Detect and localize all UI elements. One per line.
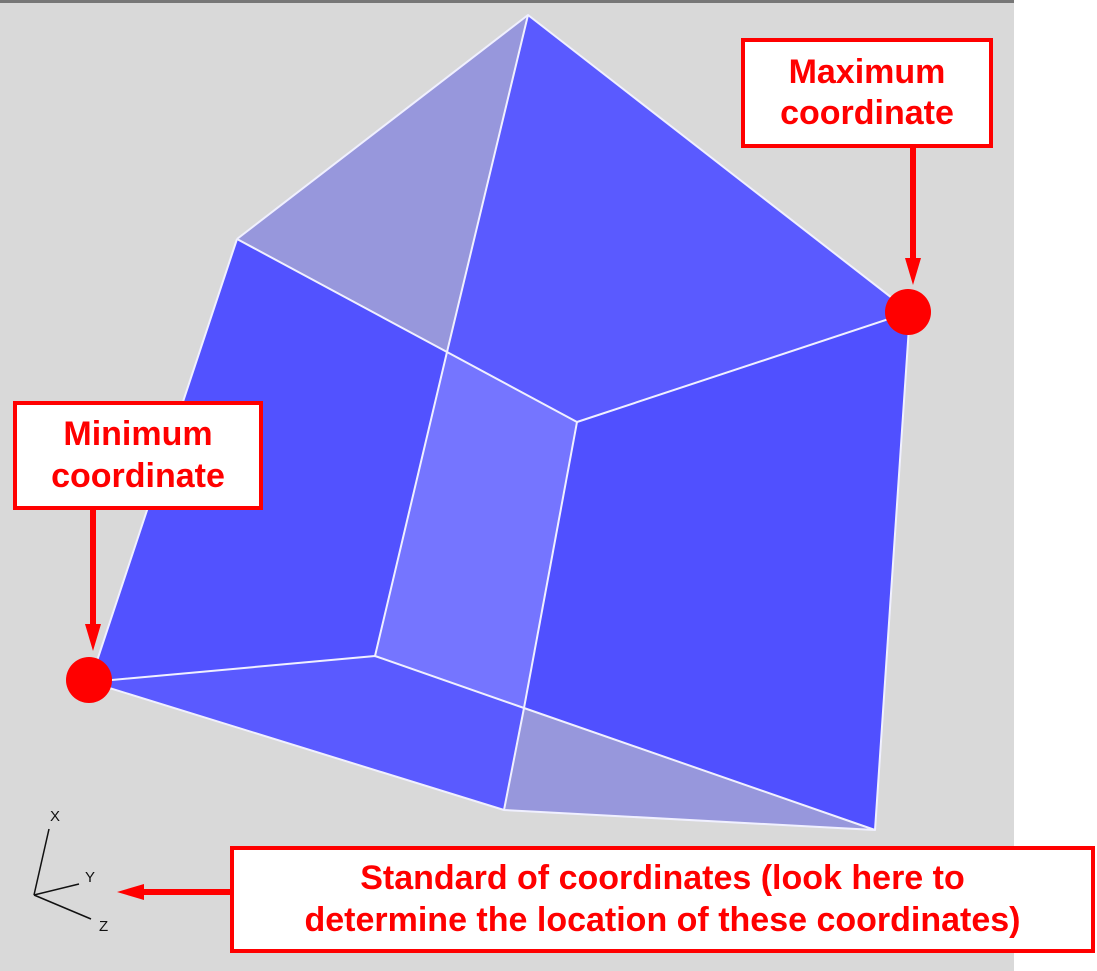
standard-callout-line2: determine the location of these coordina… [304, 900, 1021, 939]
maximum-callout-line1: Maximum [788, 52, 946, 91]
axis-label-x: X [50, 808, 60, 825]
standard-arrow [117, 884, 230, 900]
axis-triad [33, 828, 92, 920]
cube-face-top-left [237, 15, 528, 352]
maximum-coordinate-marker [885, 289, 931, 335]
axis-label-y: Y [85, 869, 95, 886]
cube-face-bottom-left [90, 656, 524, 810]
standard-of-coordinates-callout: Standard of coordinates (look here to de… [230, 846, 1095, 953]
minimum-coordinate-marker [66, 657, 112, 703]
maximum-coordinate-callout: Maximum coordinate [741, 38, 993, 148]
axis-label-z: Z [99, 918, 108, 935]
maximum-callout-line2: coordinate [780, 94, 954, 132]
minimum-coordinate-callout: Minimum coordinate [13, 401, 263, 510]
cube-face-left [90, 239, 447, 682]
cube-face-center [375, 352, 577, 708]
minimum-callout-line1: Minimum [63, 415, 213, 454]
cube-face-top [447, 15, 910, 422]
minimum-callout-line2: coordinate [51, 456, 225, 495]
cube-face-right [524, 312, 910, 830]
standard-callout-line1: Standard of coordinates (look here to [360, 859, 965, 898]
maximum-arrow [905, 148, 921, 285]
cube-face-bottom-right [504, 708, 875, 830]
minimum-arrow [85, 510, 101, 651]
